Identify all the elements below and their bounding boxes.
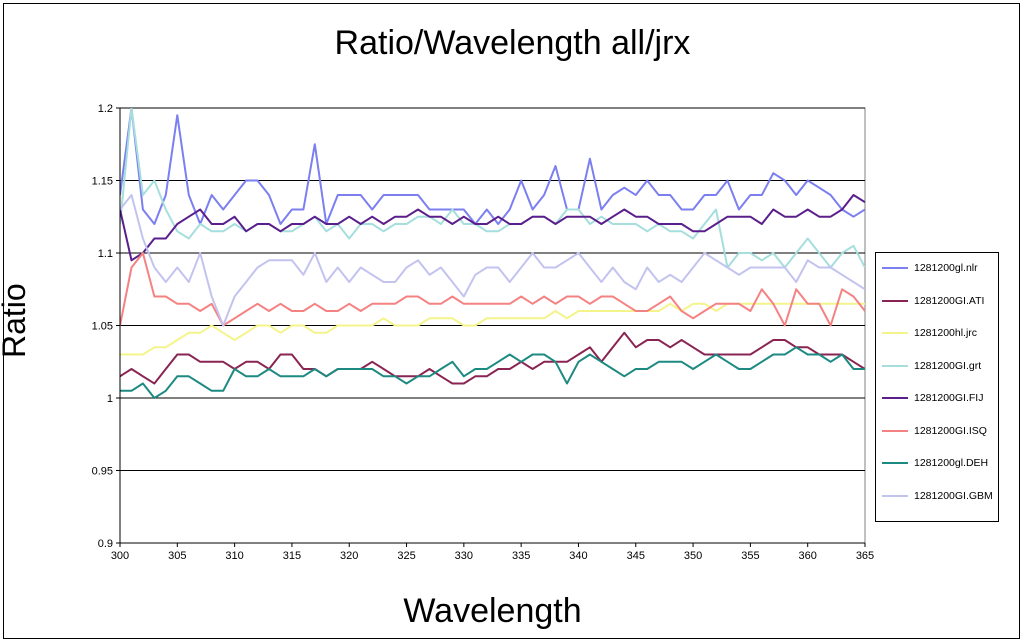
- legend-label: 1281200GI.grt: [914, 359, 982, 372]
- series-line-1281200gi-gbm: [120, 194, 865, 327]
- legend-swatch: [882, 364, 908, 367]
- series-line-1281200gl-deh: [120, 346, 865, 399]
- x-tick-label: 325: [397, 550, 415, 562]
- legend-item: 1281200GI.GBM: [882, 489, 993, 503]
- legend-item: 1281200hl.jrc: [882, 326, 977, 340]
- x-tick-label: 300: [111, 550, 129, 562]
- x-tick-label: 340: [569, 550, 587, 562]
- x-tick-label: 330: [455, 550, 473, 562]
- y-tick-label: 1.15: [92, 176, 113, 188]
- y-tick-label: 1.05: [92, 321, 113, 333]
- x-tick-label: 345: [627, 550, 645, 562]
- legend-swatch: [882, 462, 908, 464]
- legend-swatch: [882, 494, 908, 497]
- legend-label: 1281200GI.ISQ: [914, 424, 987, 437]
- legend-item: 1281200gl.nlr: [882, 261, 978, 275]
- series-line-1281200gi-ati: [120, 331, 865, 385]
- x-tick-label: 315: [283, 550, 301, 562]
- y-tick-label: 0.9: [98, 538, 113, 550]
- x-axis-label: Wavelength: [403, 592, 582, 630]
- legend-label: 1281200gl.nlr: [914, 262, 978, 274]
- legend-item: 1281200GI.FIJ: [882, 391, 983, 405]
- legend-swatch: [882, 332, 908, 334]
- y-tick-label: 1.1: [98, 248, 113, 260]
- y-tick-label: 0.95: [92, 466, 113, 478]
- x-tick-label: 365: [856, 550, 874, 562]
- x-tick-label: 305: [168, 550, 186, 562]
- legend-item: 1281200GI.ATI: [882, 294, 984, 308]
- y-tick-label: 1: [107, 393, 113, 405]
- legend-item: 1281200gl.DEH: [882, 456, 988, 470]
- series-line-1281200gl-nlr: [120, 108, 865, 225]
- legend-item: 1281200GI.ISQ: [882, 424, 987, 438]
- legend-item: 1281200GI.grt: [882, 359, 981, 373]
- series-line-1281200gi-isq: [120, 252, 865, 327]
- x-tick-label: 350: [684, 550, 702, 562]
- legend-swatch: [882, 299, 908, 302]
- x-tick-label: 355: [741, 550, 759, 562]
- y-tick-label: 1.2: [98, 103, 113, 115]
- legend-label: 1281200GI.GBM: [914, 489, 993, 502]
- legend-label: 1281200hl.jrc: [914, 327, 978, 339]
- series-line-1281200gi-fij: [120, 194, 865, 262]
- x-tick-label: 320: [340, 550, 358, 562]
- legend-swatch: [882, 397, 908, 399]
- x-tick-label: 310: [225, 550, 243, 562]
- series-line-1281200hl-jrc: [120, 302, 865, 356]
- chart-frame: [3, 3, 1020, 639]
- legend-swatch: [882, 429, 908, 432]
- series-line-1281200gi-grt: [120, 108, 865, 269]
- legend: 1281200gl.nlr 1281200GI.ATI 1281200hl.jrc 1…: [875, 252, 999, 522]
- chart-title: Ratio/Wavelength all/jrx: [334, 24, 691, 62]
- x-tick-label: 335: [512, 550, 530, 562]
- legend-swatch: [882, 267, 908, 269]
- legend-label: 1281200GI.ATI: [914, 294, 985, 307]
- x-tick-label: 360: [799, 550, 817, 562]
- legend-label: 1281200GI.FIJ: [914, 392, 984, 404]
- legend-label: 1281200gl.DEH: [914, 457, 989, 469]
